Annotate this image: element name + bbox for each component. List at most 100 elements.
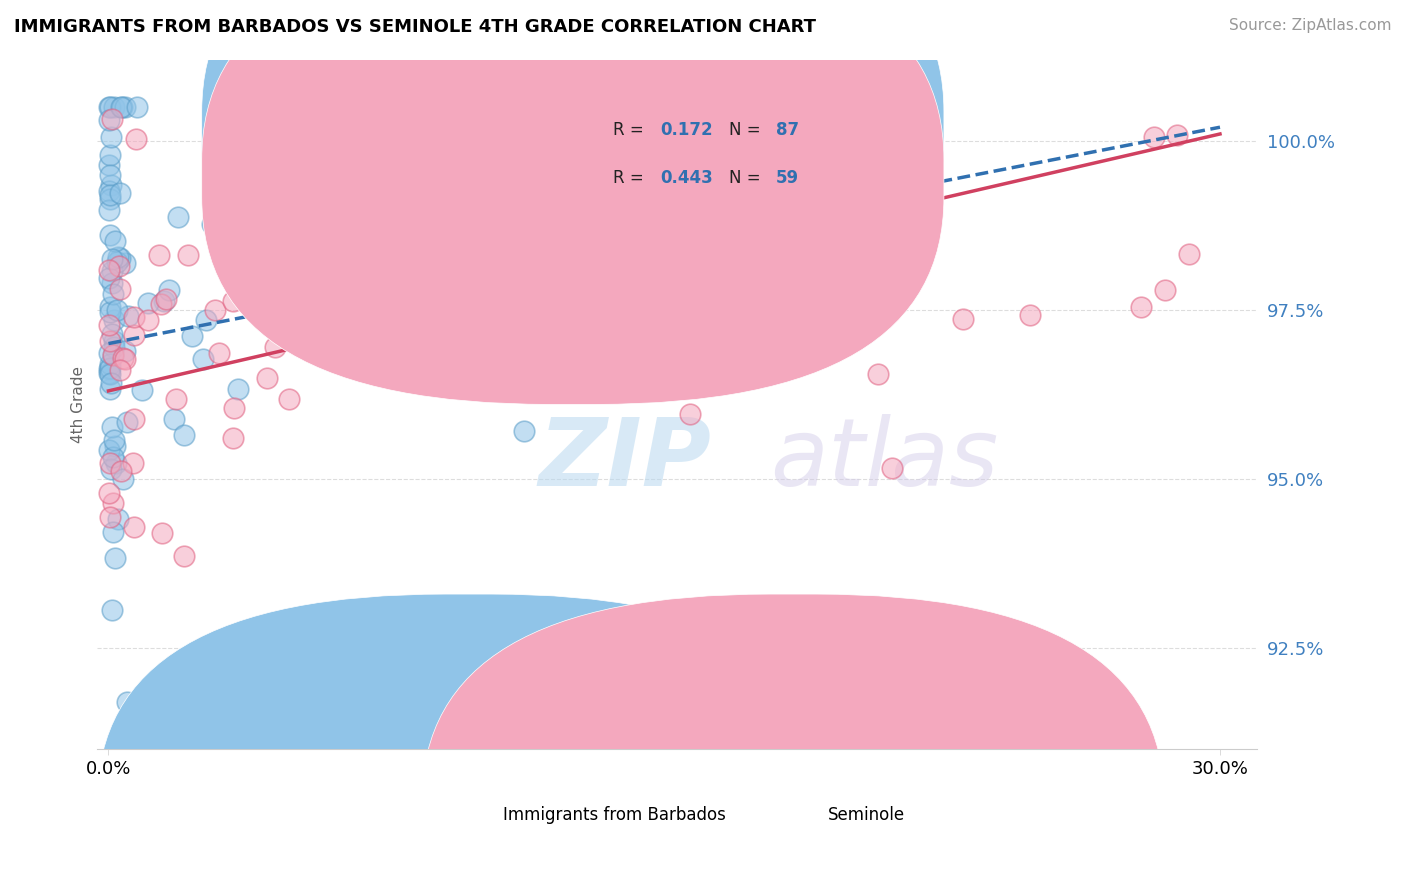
Point: [447, 301, 470, 315]
Text: IMMIGRANTS FROM BARBADOS VS SEMINOLE 4TH GRADE CORRELATION CHART: IMMIGRANTS FROM BARBADOS VS SEMINOLE 4TH…: [14, 18, 815, 36]
Point: [98, 357, 121, 371]
Point: [103, 550, 125, 565]
Point: [501, 147, 523, 161]
Point: [122, 520, 145, 534]
Point: [114, 256, 136, 270]
Point: [201, 217, 224, 231]
Point: [457, 382, 479, 396]
Point: [150, 526, 173, 541]
Point: [738, 254, 761, 268]
Text: 0.172: 0.172: [659, 121, 713, 139]
Point: [98, 147, 121, 161]
Point: [1019, 309, 1042, 323]
Point: [98, 270, 121, 285]
Point: [302, 194, 325, 209]
Point: [98, 367, 121, 381]
Point: [98, 300, 121, 314]
Text: Seminole: Seminole: [828, 805, 905, 823]
Point: [117, 309, 139, 323]
Text: ZIP: ZIP: [538, 414, 711, 506]
Point: [121, 457, 143, 471]
Point: [98, 305, 121, 319]
Point: [97, 113, 120, 128]
Point: [114, 352, 136, 367]
Point: [97, 202, 120, 217]
Point: [131, 384, 153, 398]
Point: [239, 273, 262, 287]
Point: [98, 510, 121, 524]
Point: [152, 294, 174, 309]
Point: [1153, 283, 1175, 297]
Point: [98, 188, 121, 202]
Point: [114, 100, 136, 114]
Point: [101, 276, 124, 290]
Point: [104, 235, 127, 249]
Point: [122, 412, 145, 426]
Point: [582, 290, 605, 304]
Point: [256, 371, 278, 385]
Point: [232, 253, 254, 268]
Point: [107, 512, 129, 526]
Point: [111, 351, 134, 365]
Point: [103, 340, 125, 354]
Point: [100, 227, 122, 242]
Point: [177, 248, 200, 262]
Point: [100, 361, 122, 376]
Point: [557, 290, 579, 304]
Point: [229, 100, 252, 114]
Y-axis label: 4th Grade: 4th Grade: [72, 366, 86, 443]
Point: [97, 362, 120, 376]
Point: [155, 293, 177, 307]
Point: [122, 327, 145, 342]
Point: [100, 376, 122, 390]
Point: [1166, 128, 1188, 142]
Point: [105, 254, 128, 268]
Point: [222, 294, 245, 309]
Point: [100, 334, 122, 348]
FancyBboxPatch shape: [97, 594, 839, 892]
Point: [173, 549, 195, 563]
Point: [257, 142, 280, 156]
Point: [321, 178, 343, 192]
Point: [108, 186, 131, 200]
Point: [157, 283, 180, 297]
Point: [100, 326, 122, 341]
Point: [100, 382, 122, 396]
Point: [100, 192, 122, 206]
Text: R =: R =: [613, 169, 650, 187]
Text: 59: 59: [776, 169, 799, 187]
Point: [111, 100, 134, 114]
Point: [101, 524, 124, 539]
Point: [817, 339, 839, 353]
Text: N =: N =: [730, 121, 761, 139]
Text: 0.443: 0.443: [659, 169, 713, 187]
Point: [105, 302, 128, 317]
Point: [295, 119, 318, 133]
Point: [97, 263, 120, 277]
Text: N =: N =: [730, 169, 761, 187]
Point: [112, 472, 135, 486]
Text: R =: R =: [613, 121, 650, 139]
Point: [222, 401, 245, 416]
Point: [101, 264, 124, 278]
Point: [108, 282, 131, 296]
Point: [97, 100, 120, 114]
Point: [107, 250, 129, 264]
Text: 87: 87: [776, 121, 799, 139]
Point: [101, 348, 124, 362]
Point: [165, 392, 187, 407]
Point: [100, 419, 122, 434]
Point: [98, 486, 121, 500]
Point: [97, 318, 120, 332]
Point: [115, 695, 138, 709]
Point: [167, 210, 190, 224]
Point: [100, 130, 122, 145]
Point: [103, 334, 125, 348]
Point: [98, 366, 121, 380]
Point: [98, 100, 121, 114]
Point: [149, 296, 172, 310]
Point: [108, 251, 131, 265]
Point: [101, 450, 124, 464]
Point: [880, 461, 903, 475]
Point: [138, 295, 160, 310]
